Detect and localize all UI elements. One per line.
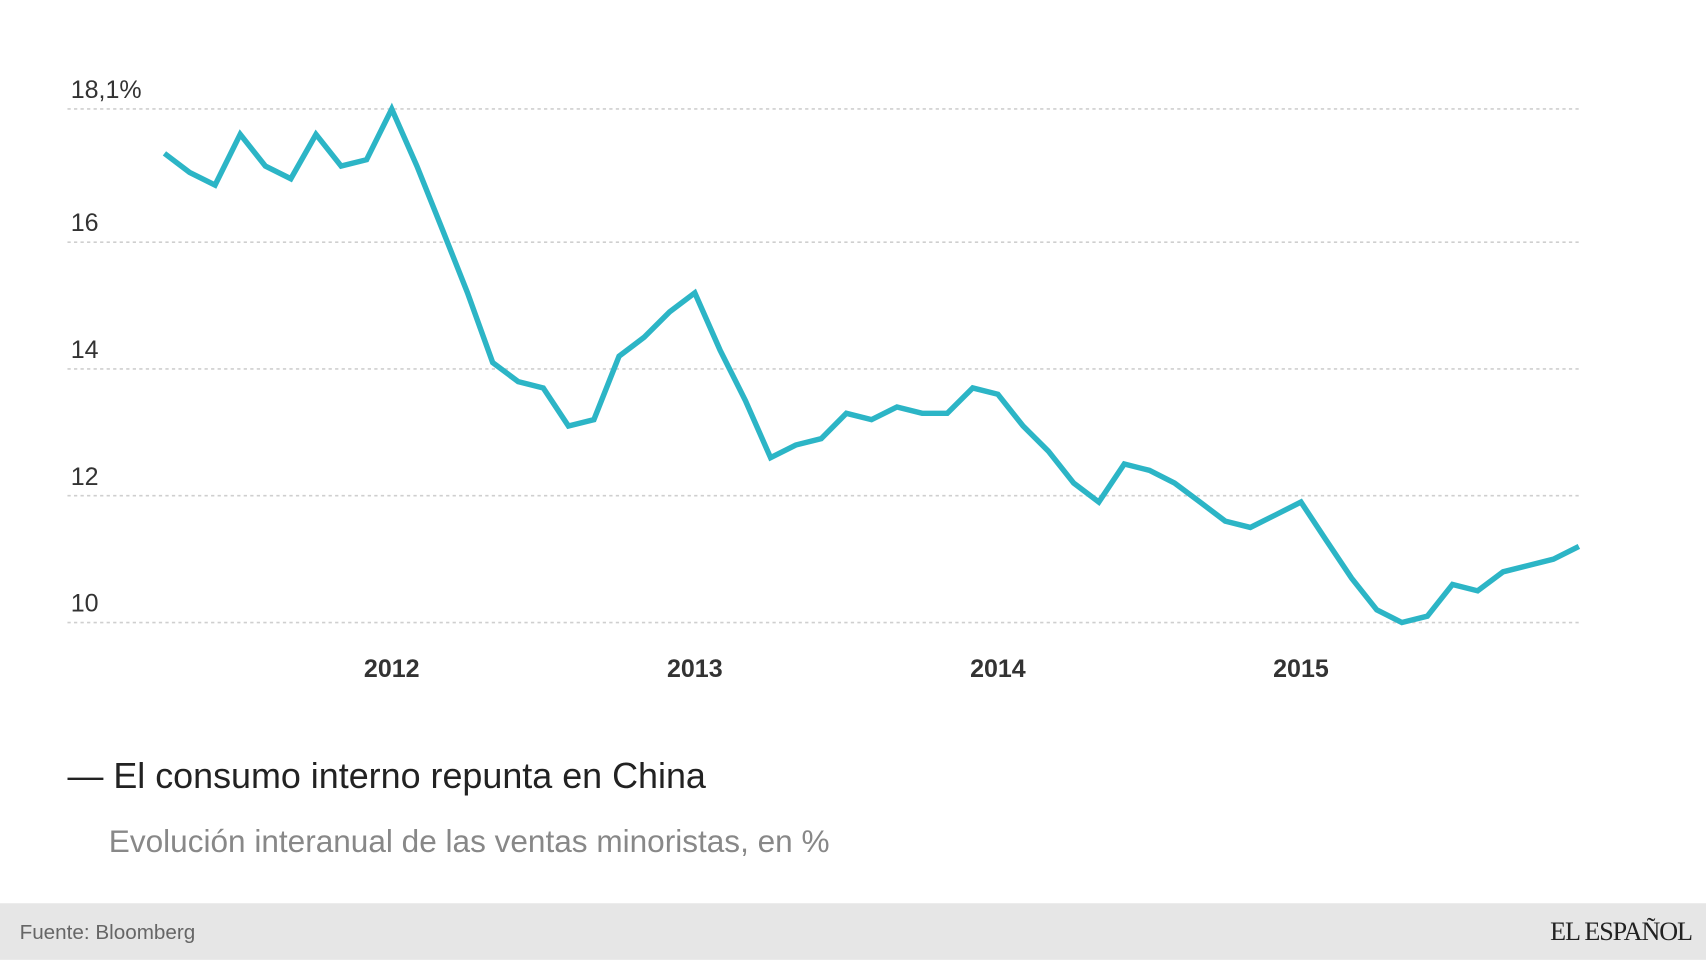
- x-tick-label: 2013: [667, 655, 723, 683]
- x-tick-label: 2012: [364, 655, 420, 683]
- footer-bar: [0, 903, 1706, 960]
- x-tick-label: 2014: [970, 655, 1026, 683]
- y-tick-label: 12: [71, 463, 99, 491]
- chart-title: — El consumo interno repunta en China: [67, 756, 705, 796]
- y-tick-label: 18,1%: [71, 76, 142, 104]
- data-line: [162, 102, 1581, 626]
- x-tick-label: 2015: [1273, 655, 1329, 683]
- y-tick-label: 10: [71, 590, 99, 618]
- y-tick-label: 16: [71, 209, 99, 237]
- brand-logo: EL ESPAÑOL: [1550, 917, 1692, 946]
- y-tick-label: 14: [71, 336, 99, 364]
- chart-subtitle: Evolución interanual de las ventas minor…: [109, 823, 830, 859]
- source: Fuente: Bloomberg: [20, 921, 196, 944]
